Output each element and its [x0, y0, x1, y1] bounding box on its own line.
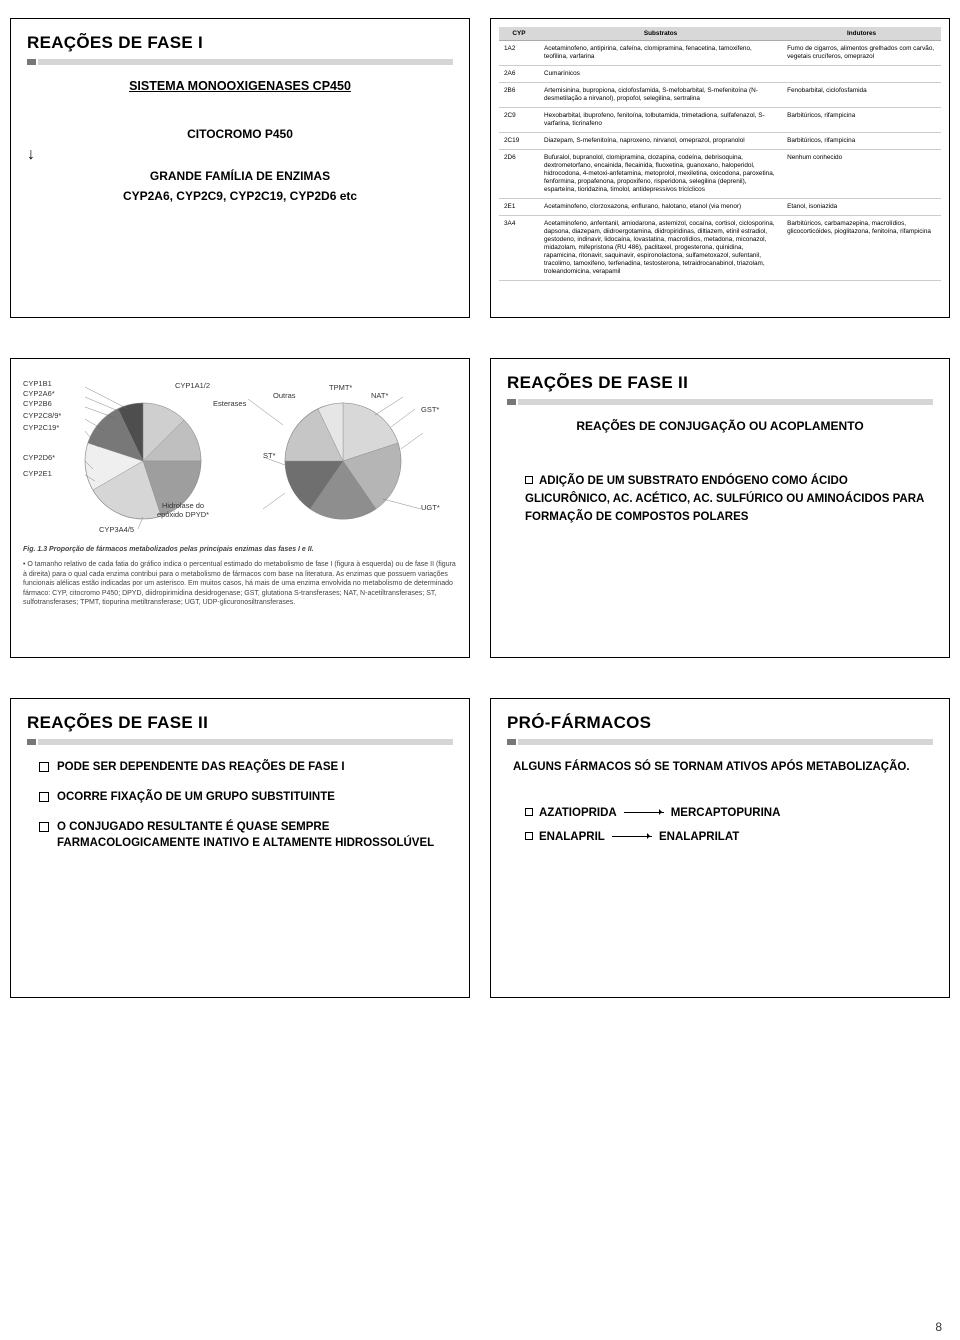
- pie-label: CYP2C19*: [23, 423, 59, 432]
- pie-label: CYP3A4/5: [99, 525, 134, 534]
- table-cell: Barbitúricos, carbamazepina, macrolídios…: [782, 216, 941, 281]
- pie-label: NAT*: [371, 391, 388, 400]
- slide-fase1: REAÇÕES DE FASE I SISTEMA MONOOXIGENASES…: [10, 18, 470, 318]
- figure-caption-title: Fig. 1.3 Proporção de fármacos metaboliz…: [23, 545, 457, 554]
- table-cell: Etanol, isoniazida: [782, 199, 941, 216]
- table-cell: Diazepam, S-mefenitoína, naproxeno, nirv…: [539, 133, 782, 150]
- table-row: 2B6Artemisinina, bupropiona, ciclofosfam…: [499, 83, 941, 108]
- pie-label: UGT*: [421, 503, 440, 512]
- pie-label: CYP2E1: [23, 469, 52, 478]
- accent-bar: [27, 59, 453, 65]
- prodrug-intro: ALGUNS FÁRMACOS SÓ SE TORNAM ATIVOS APÓS…: [513, 759, 933, 777]
- bullet-item: ADIÇÃO DE UM SUBSTRATO ENDÓGENO COMO ÁCI…: [525, 473, 933, 526]
- accent-bar: [507, 399, 933, 405]
- slide-title: PRÓ-FÁRMACOS: [507, 713, 933, 733]
- table-cell: Acetaminofeno, clorzoxazona, enflurano, …: [539, 199, 782, 216]
- square-bullet-icon: [525, 808, 533, 816]
- table-cell: 2E1: [499, 199, 539, 216]
- pie-label: Esterases: [213, 399, 246, 408]
- pie-label: ST*: [263, 451, 276, 460]
- table-cell: Fenobarbital, ciclofosfamida: [782, 83, 941, 108]
- table-cell: Acetaminofeno, antipirina, cafeína, clom…: [539, 41, 782, 66]
- bullet-text: ADIÇÃO DE UM SUBSTRATO ENDÓGENO COMO ÁCI…: [525, 475, 924, 523]
- slide-title: REAÇÕES DE FASE I: [27, 33, 453, 53]
- pie-label: CYP2D6*: [23, 453, 55, 462]
- table-cell: 2A6: [499, 66, 539, 83]
- table-row: 2C9Hexobarbital, ibuprofeno, fenitoína, …: [499, 108, 941, 133]
- page-number: 8: [935, 1320, 942, 1334]
- pie-charts-icon: [23, 369, 453, 539]
- drug-from: ENALAPRIL: [539, 831, 605, 843]
- table-cell: Hexobarbital, ibuprofeno, fenitoína, tol…: [539, 108, 782, 133]
- table-row: 1A2Acetaminofeno, antipirina, cafeína, c…: [499, 41, 941, 66]
- prodrug-row: ENALAPRIL ENALAPRILAT: [525, 829, 933, 847]
- slide-cyp-table: CYP Substratos Indutores 1A2Acetaminofen…: [490, 18, 950, 318]
- table-cell: 3A4: [499, 216, 539, 281]
- pie-label: Hidrolase do epóxido DPYD*: [153, 501, 213, 519]
- pie-label: CYP1A1/2: [175, 381, 210, 390]
- square-bullet-icon: [525, 476, 533, 484]
- table-cell: Fumo de cigarros, alimentos grelhados co…: [782, 41, 941, 66]
- line: CITOCROMO P450: [27, 127, 453, 141]
- table-row: 2D6Bufuralol, bupranolol, clomipramina, …: [499, 150, 941, 199]
- table-cell: Nenhum conhecido: [782, 150, 941, 199]
- table-cell: Barbitúricos, rifampicina: [782, 133, 941, 150]
- col-header: Substratos: [539, 27, 782, 41]
- pie-label: GST*: [421, 405, 439, 414]
- slide-title: REAÇÕES DE FASE II: [27, 713, 453, 733]
- line: GRANDE FAMÍLIA DE ENZIMAS: [27, 169, 453, 183]
- drug-to: ENALAPRILAT: [659, 831, 739, 843]
- col-header: CYP: [499, 27, 539, 41]
- figure-caption: • O tamanho relativo de cada fatia do gr…: [23, 560, 457, 607]
- pie-area: CYP1B1 CYP2A6* CYP2B6 CYP2C8/9* CYP2C19*…: [23, 369, 457, 539]
- slide-fase2a: REAÇÕES DE FASE II REAÇÕES DE CONJUGAÇÃO…: [490, 358, 950, 658]
- slide-fase2b: REAÇÕES DE FASE II PODE SER DEPENDENTE D…: [10, 698, 470, 998]
- table-row: 2A6Cumarínicos: [499, 66, 941, 83]
- table-cell: 2C19: [499, 133, 539, 150]
- table-cell: 2D6: [499, 150, 539, 199]
- accent-bar: [507, 739, 933, 745]
- line: CYP2A6, CYP2C9, CYP2C19, CYP2D6 etc: [27, 189, 453, 203]
- pie-label: CYP1B1: [23, 379, 52, 388]
- pie-label: CYP2A6*: [23, 389, 55, 398]
- square-bullet-icon: [525, 832, 533, 840]
- table-cell: 2B6: [499, 83, 539, 108]
- arrow-right-icon: [612, 836, 652, 837]
- arrow-right-icon: [624, 812, 664, 813]
- list-item: PODE SER DEPENDENTE DAS REAÇÕES DE FASE …: [39, 759, 453, 775]
- list-item: OCORRE FIXAÇÃO DE UM GRUPO SUBSTITUINTE: [39, 789, 453, 805]
- table-cell: Artemisinina, bupropiona, ciclofosfamida…: [539, 83, 782, 108]
- col-header: Indutores: [782, 27, 941, 41]
- table-cell: Cumarínicos: [539, 66, 782, 83]
- bullet-list: PODE SER DEPENDENTE DAS REAÇÕES DE FASE …: [39, 759, 453, 851]
- slide-subtitle: SISTEMA MONOOXIGENASES CP450: [27, 79, 453, 93]
- table-row: 2E1Acetaminofeno, clorzoxazona, enfluran…: [499, 199, 941, 216]
- table-row: 3A4Acetaminofeno, anfentanil, amiodarona…: [499, 216, 941, 281]
- table-cell: Barbitúricos, rifampicina: [782, 108, 941, 133]
- arrow-down-icon: ↓: [27, 147, 453, 163]
- cyp-table: CYP Substratos Indutores 1A2Acetaminofen…: [499, 27, 941, 281]
- table-cell: 1A2: [499, 41, 539, 66]
- table-cell: 2C9: [499, 108, 539, 133]
- table-row: 2C19Diazepam, S-mefenitoína, naproxeno, …: [499, 133, 941, 150]
- slide-grid: REAÇÕES DE FASE I SISTEMA MONOOXIGENASES…: [10, 18, 950, 998]
- pie-label: CYP2B6: [23, 399, 52, 408]
- table-cell: [782, 66, 941, 83]
- accent-bar: [27, 739, 453, 745]
- pie-label: CYP2C8/9*: [23, 411, 61, 420]
- pie-label: TPMT*: [329, 383, 352, 392]
- slide-subtitle: REAÇÕES DE CONJUGAÇÃO OU ACOPLAMENTO: [507, 419, 933, 433]
- table-cell: Bufuralol, bupranolol, clomipramina, clo…: [539, 150, 782, 199]
- prodrug-row: AZATIOPRIDA MERCAPTOPURINA: [525, 805, 933, 823]
- pie-label: Outras: [273, 391, 296, 400]
- list-item: O CONJUGADO RESULTANTE É QUASE SEMPRE FA…: [39, 819, 453, 851]
- drug-to: MERCAPTOPURINA: [671, 807, 781, 819]
- drug-from: AZATIOPRIDA: [539, 807, 616, 819]
- table-cell: Acetaminofeno, anfentanil, amiodarona, a…: [539, 216, 782, 281]
- slide-profarmacos: PRÓ-FÁRMACOS ALGUNS FÁRMACOS SÓ SE TORNA…: [490, 698, 950, 998]
- slide-pie: CYP1B1 CYP2A6* CYP2B6 CYP2C8/9* CYP2C19*…: [10, 358, 470, 658]
- slide-title: REAÇÕES DE FASE II: [507, 373, 933, 393]
